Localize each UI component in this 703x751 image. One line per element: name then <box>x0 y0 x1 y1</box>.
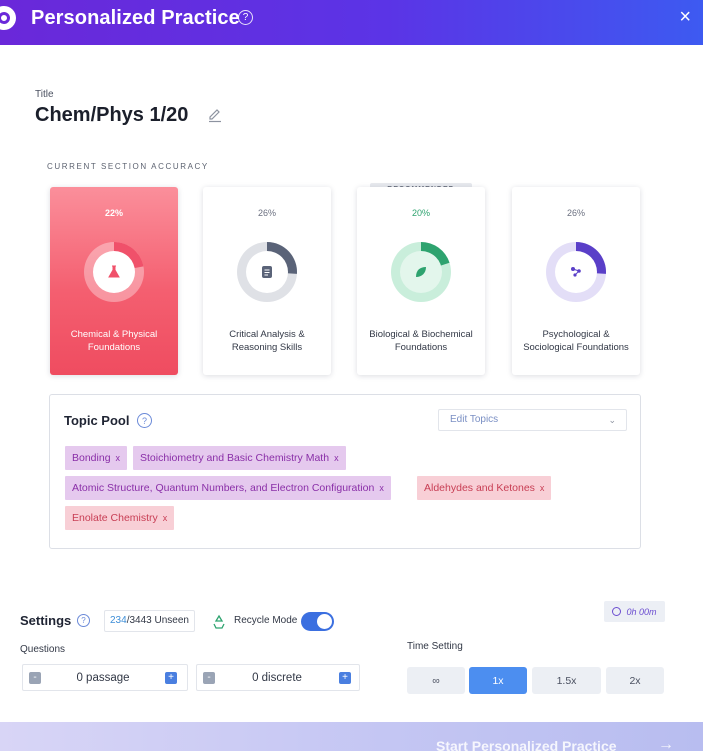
page-title: Personalized Practice <box>31 7 240 29</box>
recycle-mode-label: Recycle Mode <box>234 615 298 626</box>
section-accuracy-percent: 26% <box>257 208 276 218</box>
topic-pool-panel: Topic Pool ? Edit Topics ⌄ Bonding x Stoi… <box>49 394 641 549</box>
topic-tag[interactable]: Atomic Structure, Quantum Numbers, and E… <box>65 476 391 500</box>
recycle-icon <box>213 614 225 629</box>
topic-tag[interactable]: Stoichiometry and Basic Chemistry Math x <box>133 446 346 470</box>
unseen-number: 234 <box>110 615 127 626</box>
timer-value: 0h 00m <box>626 606 657 617</box>
header-bar: Personalized Practice ? × <box>0 0 703 45</box>
clock-icon <box>612 607 622 616</box>
time-option-1-5x[interactable]: 1.5x <box>532 667 601 694</box>
document-icon <box>262 266 272 278</box>
unseen-count: 234/3443 Unseen <box>104 610 195 632</box>
edit-topics-select[interactable]: Edit Topics ⌄ <box>438 409 627 431</box>
discrete-value[interactable]: 0 discrete <box>252 671 302 684</box>
section-name: Critical Analysis & Reasoning Skills <box>229 329 305 353</box>
settings-label: Settings <box>20 613 72 628</box>
remove-tag-icon[interactable]: x <box>162 513 168 523</box>
leaf-icon <box>416 267 426 277</box>
remove-tag-icon[interactable]: x <box>539 483 545 493</box>
time-setting-label: Time Setting <box>407 641 463 652</box>
section-card-chemical-physical[interactable]: 22% Chemical & Physical Foundations <box>50 187 178 375</box>
close-button[interactable]: × <box>679 6 691 28</box>
topic-tag[interactable]: Enolate Chemistry x <box>65 506 175 530</box>
section-card-psychological-sociological[interactable]: 26% Psychological & Sociological Foundat… <box>512 187 640 375</box>
section-card-critical-analysis[interactable]: 26% Critical Analysis & Reasoning Skills <box>203 187 331 375</box>
title-value[interactable]: Chem/Phys 1/20 <box>35 104 189 126</box>
topic-tag[interactable]: Bonding x <box>65 446 128 470</box>
topic-tag-label: Bonding <box>72 452 111 464</box>
questions-label: Questions <box>20 644 66 655</box>
time-option-infinite[interactable]: ∞ <box>407 667 465 694</box>
passage-value[interactable]: 0 passage <box>76 671 130 684</box>
section-accuracy-percent: 22% <box>104 208 123 218</box>
flask-icon <box>108 265 120 278</box>
section-accuracy-percent: 26% <box>566 208 585 218</box>
section-name: Biological & Biochemical Foundations <box>369 329 473 353</box>
plus-button[interactable]: + <box>165 671 177 684</box>
time-option-1x[interactable]: 1x <box>469 667 527 694</box>
arrow-right-icon[interactable]: → <box>658 736 674 751</box>
topic-tag-label: Atomic Structure, Quantum Numbers, and E… <box>72 482 375 494</box>
edit-topics-placeholder: Edit Topics <box>450 414 499 425</box>
remove-tag-icon[interactable]: x <box>334 453 339 463</box>
discrete-stepper[interactable]: - 0 discrete + <box>196 664 360 691</box>
start-practice-button[interactable] <box>0 722 703 751</box>
app-logo-icon <box>0 6 16 30</box>
remove-tag-icon[interactable]: x <box>379 483 384 493</box>
section-card-biological-biochemical[interactable]: 20% Biological & Biochemical Foundations <box>357 187 485 375</box>
chevron-down-icon: ⌄ <box>608 415 616 425</box>
topic-tag[interactable]: Aldehydes and Ketones x <box>417 476 552 500</box>
minus-button[interactable]: - <box>29 671 41 684</box>
help-icon[interactable]: ? <box>238 10 253 25</box>
topic-pool-title: Topic Pool <box>64 413 130 428</box>
molecule-icon <box>571 267 581 277</box>
remove-tag-icon[interactable]: x <box>115 453 121 463</box>
time-option-2x[interactable]: 2x <box>606 667 664 694</box>
passage-stepper[interactable]: - 0 passage + <box>22 664 188 691</box>
section-accuracy-label: CURRENT SECTION ACCURACY <box>47 162 209 171</box>
help-icon[interactable]: ? <box>137 413 152 428</box>
unseen-total: /3443 Unseen <box>126 615 189 626</box>
recycle-mode-toggle[interactable] <box>301 612 334 631</box>
section-accuracy-percent: 20% <box>411 208 430 218</box>
minus-button[interactable]: - <box>203 671 215 684</box>
section-name: Psychological & Sociological Foundations <box>523 329 629 353</box>
topic-tag-label: Aldehydes and Ketones <box>424 482 535 494</box>
topic-tag-label: Stoichiometry and Basic Chemistry Math <box>140 452 330 464</box>
accuracy-donut <box>546 242 606 302</box>
topic-tag-label: Enolate Chemistry <box>72 512 158 524</box>
timer-display: 0h 00m <box>604 601 665 622</box>
plus-button[interactable]: + <box>339 671 351 684</box>
section-name: Chemical & Physical Foundations <box>70 329 158 353</box>
title-label: Title <box>35 89 54 100</box>
start-practice-label[interactable]: Start Personalized Practice <box>436 738 617 751</box>
pencil-icon[interactable] <box>207 107 223 123</box>
help-icon[interactable]: ? <box>77 614 90 627</box>
